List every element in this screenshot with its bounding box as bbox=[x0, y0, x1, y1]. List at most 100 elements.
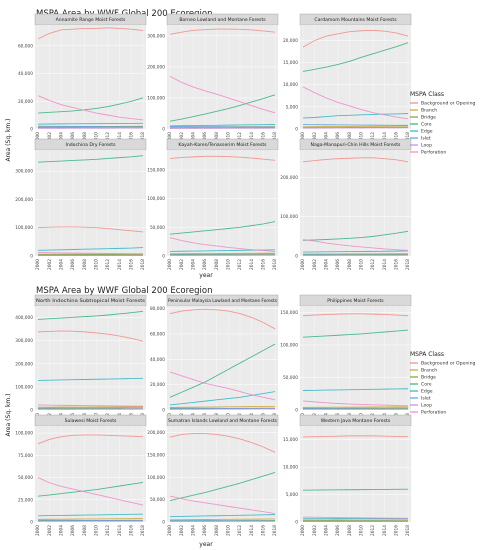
x-tick-label: 2014 bbox=[117, 132, 123, 143]
x-tick-label: 2018 bbox=[272, 132, 278, 143]
x-tick-label: 2014 bbox=[117, 525, 123, 536]
y-tick-label: 75,000 bbox=[18, 453, 33, 459]
plot-area bbox=[167, 150, 278, 256]
series-line-core bbox=[37, 481, 144, 497]
series-line-background-or-opening bbox=[302, 29, 409, 48]
y-tick-label: 0 bbox=[295, 127, 298, 133]
facet-title: Philippines Moist Forests bbox=[327, 298, 384, 304]
x-tick-label: 2016 bbox=[129, 259, 135, 270]
facet-panel: Naga-Manapuri-Chin Hills Moist Forests 0 1… bbox=[280, 138, 411, 270]
plot-area bbox=[167, 25, 278, 129]
y-tick-label: 200,000 bbox=[147, 430, 165, 436]
legend-item: Core bbox=[421, 382, 432, 388]
y-tick-label: 100,000 bbox=[15, 431, 33, 437]
y-tick-label: 200,000 bbox=[280, 175, 298, 181]
x-tick-label: 2014 bbox=[382, 132, 388, 143]
y-axis-label: Area (Sq. km.) bbox=[5, 393, 12, 436]
series-line-branch bbox=[169, 405, 276, 408]
x-tick-label: 2018 bbox=[272, 259, 278, 270]
legend: MSPA Class Background or OpeningBranchBri… bbox=[410, 351, 475, 416]
x-tick-label: 2012 bbox=[237, 259, 243, 270]
facet-title: North Indochina Subtropical Moist Forest… bbox=[36, 298, 146, 304]
y-tick-label: 300,000 bbox=[15, 338, 33, 344]
series-line-background-or-opening bbox=[169, 155, 276, 161]
x-tick-label: 2006 bbox=[70, 525, 76, 536]
x-tick-label: 2004 bbox=[324, 132, 330, 143]
plot-area bbox=[300, 306, 411, 410]
plot-area bbox=[167, 306, 278, 410]
series-line-background-or-opening bbox=[302, 313, 409, 317]
y-tick-label: 200,000 bbox=[147, 64, 165, 70]
x-tick-label: 2016 bbox=[394, 525, 400, 536]
series-line-background-or-opening bbox=[302, 157, 409, 163]
legend-item: Perforation bbox=[421, 410, 446, 416]
y-tick-label: 100,000 bbox=[280, 214, 298, 220]
x-tick-label: 2018 bbox=[405, 132, 411, 143]
legend-item: Loop bbox=[421, 403, 432, 409]
series-line-core bbox=[169, 221, 276, 235]
legend-item: Branch bbox=[421, 108, 437, 114]
x-tick-label: 2014 bbox=[117, 259, 123, 270]
x-tick-label: 2010 bbox=[226, 525, 232, 536]
x-tick-label: 2008 bbox=[82, 259, 88, 270]
series-line-perforation bbox=[37, 477, 144, 506]
x-tick-label: 2018 bbox=[140, 259, 146, 270]
facet-panel: Borneo Lowland and Montane Forests 0 100,0… bbox=[147, 13, 278, 143]
x-tick-label: 2008 bbox=[214, 132, 220, 143]
x-tick-label: 2010 bbox=[226, 132, 232, 143]
series-line-edge bbox=[169, 124, 276, 127]
facet-panel: Cardamom Mountains Moist Forests 0 5,000 10… bbox=[283, 13, 411, 143]
x-tick-label: 2008 bbox=[214, 525, 220, 536]
legend-item: Background or Opening bbox=[421, 361, 475, 367]
x-tick-label: 2006 bbox=[202, 259, 208, 270]
x-tick-label: 2012 bbox=[237, 132, 243, 143]
facet-title: Borneo Lowland and Montane Forests bbox=[179, 17, 266, 23]
x-axis-label: year bbox=[199, 541, 213, 548]
legend-item: Branch bbox=[421, 368, 437, 374]
x-tick-label: 2018 bbox=[140, 132, 146, 143]
series-line-background-or-opening bbox=[37, 434, 144, 445]
x-tick-label: 2002 bbox=[312, 525, 318, 536]
series-line-background-or-opening bbox=[169, 308, 276, 330]
series-line-branch bbox=[302, 125, 409, 128]
x-tick-label: 2008 bbox=[82, 525, 88, 536]
y-tick-label: 150,000 bbox=[147, 453, 165, 459]
y-tick-label: 40,000 bbox=[150, 357, 165, 363]
series-line-perforation bbox=[302, 516, 409, 519]
x-tick-label: 2018 bbox=[140, 525, 146, 536]
x-tick-label: 2018 bbox=[405, 259, 411, 270]
x-tick-label: 2014 bbox=[249, 259, 255, 270]
x-tick-label: 2014 bbox=[249, 132, 255, 143]
x-tick-label: 2002 bbox=[312, 132, 318, 143]
x-axis-label: year bbox=[199, 272, 213, 279]
series-line-perforation bbox=[302, 400, 409, 407]
series-line-perforation bbox=[37, 95, 144, 121]
series-line-core bbox=[37, 310, 144, 320]
x-tick-label: 2004 bbox=[191, 525, 197, 536]
facet-title: Peninsular Malaysia Lowland and Montane … bbox=[168, 298, 278, 304]
x-tick-label: 2000 bbox=[167, 132, 173, 143]
y-tick-label: 400,000 bbox=[15, 315, 33, 321]
facet-title: Sulawesi Moist Forests bbox=[65, 418, 117, 424]
y-tick-label: 0 bbox=[30, 254, 33, 260]
x-tick-label: 2000 bbox=[35, 525, 41, 536]
series-line-core bbox=[37, 155, 144, 163]
facet-title: Naga-Manapuri-Chin Hills Moist Forests bbox=[311, 142, 402, 148]
facet-title: Cardamom Mountains Moist Forests bbox=[314, 17, 397, 23]
x-tick-label: 2016 bbox=[261, 259, 267, 270]
series-line-perforation bbox=[302, 239, 409, 251]
facet-panel: Sumatran Islands Lowland and Montane For… bbox=[147, 414, 278, 536]
series-line-edge bbox=[37, 513, 144, 517]
series-line-core bbox=[169, 343, 276, 398]
plot-area bbox=[300, 25, 411, 129]
x-tick-label: 2004 bbox=[191, 132, 197, 143]
x-tick-label: 2008 bbox=[82, 132, 88, 143]
series-line-edge bbox=[302, 113, 409, 119]
x-tick-label: 2000 bbox=[300, 132, 306, 143]
x-tick-label: 2002 bbox=[179, 259, 185, 270]
x-tick-label: 2012 bbox=[105, 525, 111, 536]
x-tick-label: 2010 bbox=[359, 132, 365, 143]
x-tick-label: 2016 bbox=[394, 259, 400, 270]
legend: MSPA Class Background or OpeningBranchBri… bbox=[410, 91, 475, 156]
